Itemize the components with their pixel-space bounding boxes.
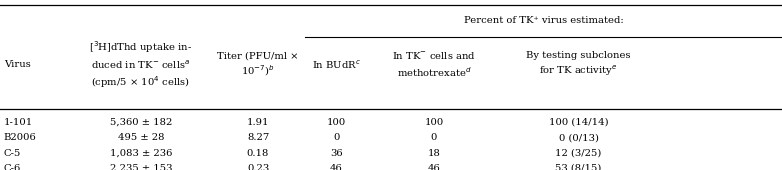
Text: 0.18: 0.18: [247, 149, 269, 157]
Text: 1.91: 1.91: [247, 118, 269, 127]
Text: 18: 18: [428, 149, 440, 157]
Text: 2,235 ± 153: 2,235 ± 153: [109, 164, 172, 170]
Text: 1-101: 1-101: [4, 118, 33, 127]
Text: 46: 46: [330, 164, 343, 170]
Text: By testing subclones
for TK activity$^{e}$: By testing subclones for TK activity$^{e…: [526, 51, 631, 78]
Text: 1,083 ± 236: 1,083 ± 236: [109, 149, 172, 157]
Text: 100: 100: [425, 118, 443, 127]
Text: 53 (8/15): 53 (8/15): [555, 164, 602, 170]
Text: 8.27: 8.27: [247, 133, 269, 142]
Text: 100 (14/14): 100 (14/14): [549, 118, 608, 127]
Text: Percent of TK⁺ virus estimated:: Percent of TK⁺ virus estimated:: [464, 16, 623, 25]
Text: C-5: C-5: [4, 149, 21, 157]
Text: 0 (0/13): 0 (0/13): [558, 133, 599, 142]
Text: 12 (3/25): 12 (3/25): [555, 149, 602, 157]
Text: In BUdR$^{c}$: In BUdR$^{c}$: [312, 58, 361, 71]
Text: 5,360 ± 182: 5,360 ± 182: [109, 118, 172, 127]
Text: 100: 100: [327, 118, 346, 127]
Text: 46: 46: [428, 164, 440, 170]
Text: 36: 36: [330, 149, 343, 157]
Text: B2006: B2006: [4, 133, 37, 142]
Text: 0: 0: [431, 133, 437, 142]
Text: Virus: Virus: [4, 60, 30, 69]
Text: C-6: C-6: [4, 164, 21, 170]
Text: 0: 0: [333, 133, 339, 142]
Text: 0.23: 0.23: [247, 164, 269, 170]
Text: Titer (PFU/ml ×
10$^{-7}$)$^{b}$: Titer (PFU/ml × 10$^{-7}$)$^{b}$: [217, 51, 299, 78]
Text: [$^{3}$H]dThd uptake in-
duced in TK$^{-}$ cells$^{a}$
(cpm/5 × 10$^{4}$ cells): [$^{3}$H]dThd uptake in- duced in TK$^{-…: [89, 39, 192, 90]
Text: In TK$^{-}$ cells and
methotrexate$^{d}$: In TK$^{-}$ cells and methotrexate$^{d}$: [392, 50, 476, 79]
Text: 495 ± 28: 495 ± 28: [117, 133, 164, 142]
